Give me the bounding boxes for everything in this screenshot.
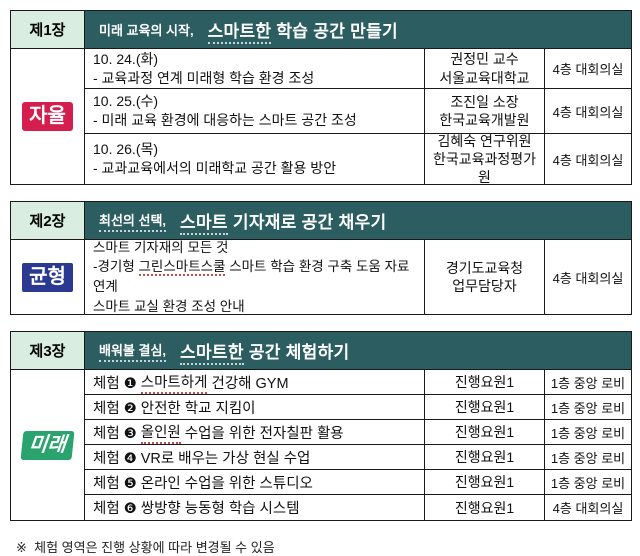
staff-cell: 진행요원1 [425, 370, 545, 395]
section-3-chapter-label: 제3장 [11, 332, 85, 369]
section-2-title-main: 스마트 기자재로 공간 채우기 [180, 208, 386, 235]
footnote: ※ 체험 영역은 진행 상황에 따라 변경될 수 있음 [16, 540, 275, 555]
section-1-category-cell: 자율 [11, 49, 85, 184]
session-topic-cell: 스마트 기자재의 모든 것 -경기형 그린스마트스쿨 스마트 학습 환경 구축 … [85, 240, 425, 314]
session-date: 10. 25.(수) [93, 93, 159, 110]
topic-line-1: 스마트 기자재의 모든 것 [93, 240, 229, 255]
session-topic-cell: 10. 25.(수) - 미래 교육 환경에 대응하는 스마트 공간 조성 [85, 89, 425, 134]
staff-cell: 진행요원1 [425, 395, 545, 420]
speaker-name: 김혜숙 연구위원 [437, 134, 532, 149]
section-2-title: 최선의 선택, 스마트 기자재로 공간 채우기 [85, 202, 631, 239]
section-1-title-prefix: 미래 교육의 시작, [99, 23, 194, 38]
section-2-chapter-label: 제2장 [11, 202, 85, 239]
activity-location-cell: 1층 중앙 로비 [545, 395, 631, 420]
section-1-body: 자율 10. 24.(화) - 교육과정 연계 미래형 학습 환경 조성 권정민… [11, 49, 631, 184]
activity-location-cell: 1층 중앙 로비 [545, 445, 631, 470]
activity-location-cell: 4층 대회의실 [552, 501, 624, 516]
section-3-header: 제3장 배워볼 결심, 스마트한 공간 체험하기 [11, 332, 631, 370]
session-date: 10. 26.(목) [93, 141, 159, 158]
activity-location-cell: 1층 중앙 로비 [545, 370, 631, 395]
section-1-title-main: 스마트한 학습 공간 만들기 [207, 17, 398, 44]
session-location-cell: 4층 대회의실 [545, 89, 631, 134]
category-badge-future: 미래 [20, 430, 75, 460]
activity-cell: 체험 ❻ 쌍방향 능동형 학습 시스템 [85, 495, 425, 520]
topic-line-3: 스마트 교실 환경 조성 안내 [93, 298, 245, 314]
speaker-affiliation: 한국교육개발원 [439, 112, 530, 128]
staff-cell: 진행요원1 [425, 495, 545, 520]
section-2-title-prefix: 최선의 선택, [99, 210, 167, 232]
speaker-affiliation: 서울교육대학교 [439, 69, 530, 86]
section-2-category-cell: 균형 [11, 240, 85, 314]
staff-cell: 진행요원1 [425, 470, 545, 495]
session-topic: - 교육과정 연계 미래형 학습 환경 조성 [93, 69, 315, 86]
section-1-chapter-label: 제1장 [11, 11, 85, 48]
section-1-title: 미래 교육의 시작, 스마트한 학습 공간 만들기 [85, 11, 631, 48]
session-speaker-cell: 경기도교육청 업무담당자 [425, 240, 545, 314]
section-1-header: 제1장 미래 교육의 시작, 스마트한 학습 공간 만들기 [11, 11, 631, 49]
activity-location-cell: 1층 중앙 로비 [545, 470, 631, 495]
session-topic-cell: 10. 26.(목) - 교과교육에서의 미래학교 공간 활용 방안 [85, 134, 425, 184]
section-3-body: 미래 체험 ❶ 스마트하게 건강해 GYM 진행요원1 1층 중앙 로비 체험 … [11, 370, 631, 520]
speaker-name: 경기도교육청 [445, 259, 524, 276]
section-2-header: 제2장 최선의 선택, 스마트 기자재로 공간 채우기 [11, 202, 631, 240]
session-speaker-cell: 김혜숙 연구위원 한국교육과정평가원 [425, 134, 545, 184]
activity-cell: 체험 ❹ VR로 배우는 가상 현실 수업 [85, 445, 425, 470]
session-location-cell: 4층 대회의실 [552, 270, 624, 286]
category-badge-autonomy: 자율 [22, 102, 73, 131]
staff-cell: 진행요원1 [425, 445, 545, 470]
section-1-table: 제1장 미래 교육의 시작, 스마트한 학습 공간 만들기 자율 10. 24.… [10, 10, 632, 185]
activity-cell: 체험 ❺ 온라인 수업을 위한 스튜디오 [85, 470, 425, 495]
session-speaker-cell: 권정민 교수 서울교육대학교 [425, 49, 545, 89]
speaker-name: 조진일 소장 [450, 93, 519, 110]
activity-cell: 체험 ❶ 스마트하게 건강해 GYM [85, 370, 425, 395]
session-date: 10. 24.(화) [93, 50, 159, 67]
section-3-title: 배워볼 결심, 스마트한 공간 체험하기 [85, 332, 631, 369]
section-2-table: 제2장 최선의 선택, 스마트 기자재로 공간 채우기 균형 스마트 기자재의 … [10, 201, 632, 315]
section-3-category-cell: 미래 [11, 370, 85, 520]
session-location-cell: 4층 대회의실 [552, 152, 624, 168]
section-3-title-main: 스마트한 공간 체험하기 [180, 338, 349, 365]
section-2-body: 균형 스마트 기자재의 모든 것 -경기형 그린스마트스쿨 스마트 학습 환경 … [11, 240, 631, 314]
staff-cell: 진행요원1 [425, 420, 545, 445]
session-speaker-cell: 조진일 소장 한국교육개발원 [425, 89, 545, 134]
session-topic-cell: 10. 24.(화) - 교육과정 연계 미래형 학습 환경 조성 [85, 49, 425, 89]
section-3-title-prefix: 배워볼 결심, [99, 340, 167, 362]
speaker-affiliation: 한국교육과정평가원 [432, 150, 537, 184]
section-3-table: 제3장 배워볼 결심, 스마트한 공간 체험하기 미래 체험 ❶ 스마트하게 건… [10, 331, 632, 521]
session-topic: - 미래 교육 환경에 대응하는 스마트 공간 조성 [93, 112, 357, 128]
speaker-name: 권정민 교수 [450, 51, 519, 68]
activity-cell: 체험 ❸ 올인원 수업을 위한 전자칠판 활용 [85, 420, 425, 445]
speaker-affiliation: 업무담당자 [452, 278, 517, 294]
category-badge-balance: 균형 [22, 262, 73, 292]
session-topic: - 교과교육에서의 미래학교 공간 활용 방안 [93, 160, 337, 176]
activity-cell: 체험 ❷ 안전한 학교 지킴이 [85, 395, 425, 420]
session-location-cell: 4층 대회의실 [545, 49, 631, 89]
activity-location-cell: 1층 중앙 로비 [545, 420, 631, 445]
topic-line-2: -경기형 그린스마트스쿨 스마트 학습 환경 구축 도움 자료 연계 [93, 259, 410, 294]
